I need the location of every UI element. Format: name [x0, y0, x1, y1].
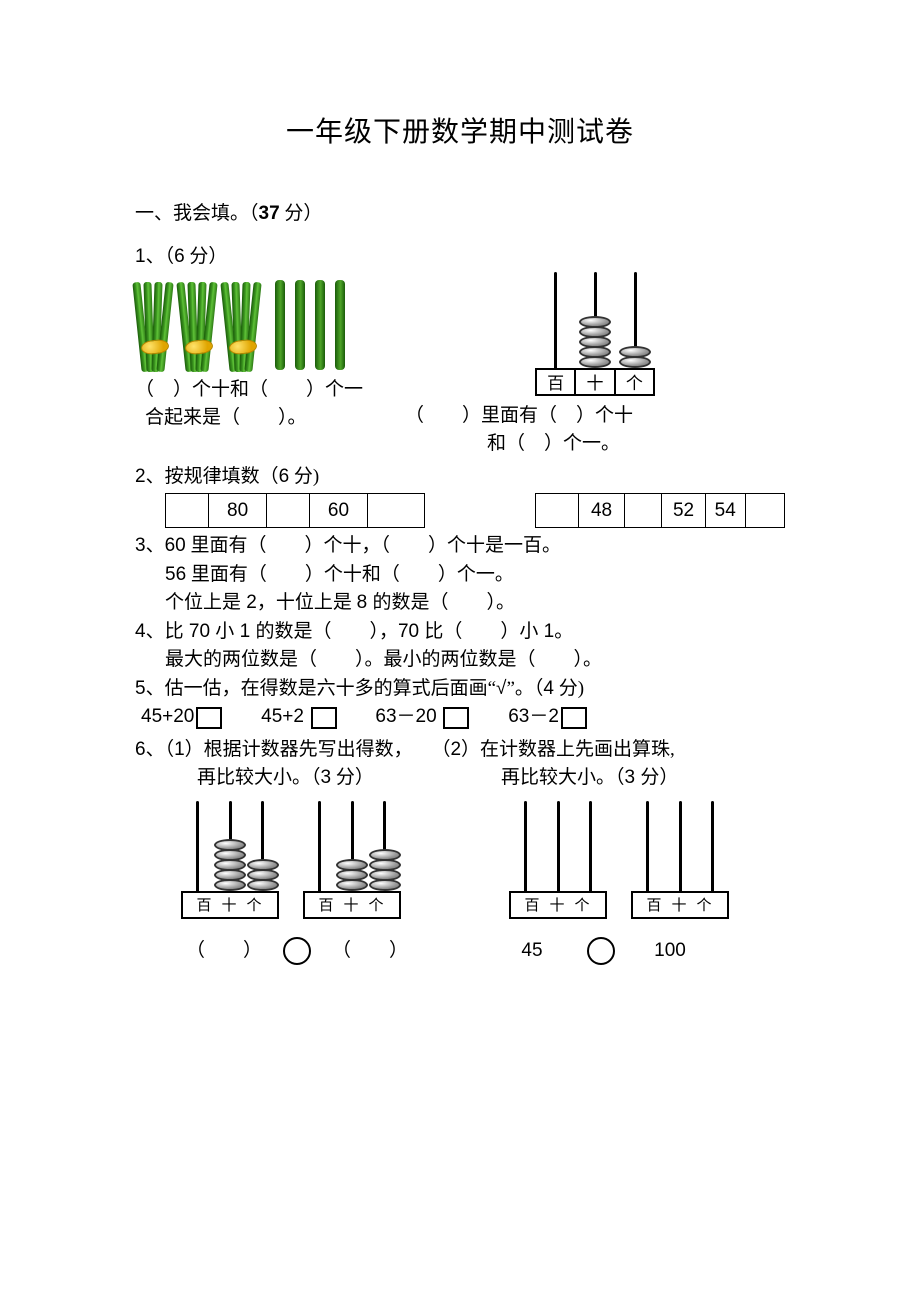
seq-cell: 80 [209, 494, 266, 528]
abacus-label: 百十个 [631, 893, 729, 919]
q1-right-line1: （ ）里面有（ ）个十 [405, 402, 745, 431]
sticks-image [135, 280, 445, 370]
answer-box[interactable] [561, 707, 587, 729]
seq-cell [166, 494, 209, 528]
q6: 6、（1）根据计数器先写出得数， （2）在计数器上先画出算珠, [135, 736, 785, 765]
bead-icon [247, 879, 279, 891]
sequence-table-b: 48 5254 [535, 493, 785, 528]
abacus-icon: 百十个 [303, 801, 401, 919]
abacus-label: 百十个 [509, 893, 607, 919]
seq-cell [367, 494, 424, 528]
seq-cell [745, 494, 784, 528]
q1-content: （ ）个十和（ ）个一 合起来是（ ）。 百 十 个 （ ）里面有（ ）个十 和… [135, 272, 785, 459]
q3: 3、60 里面有（ ）个十，（ ）个十是一百。 56 里面有（ ）个十和（ ）个… [135, 532, 785, 618]
seq-cell [535, 494, 578, 528]
abacus-icon: 百十个 [509, 801, 607, 919]
q2: 2、按规律填数（6 分) [135, 463, 785, 492]
q4: 4、比 70 小 1 的数是（ ），70 比（ ）小 1。 最大的两位数是（ ）… [135, 618, 785, 675]
stick-icon [295, 280, 305, 370]
abacus-label: 百十个 [303, 893, 401, 919]
bead-icon [369, 879, 401, 891]
bundle-icon [135, 282, 177, 370]
bead-icon [214, 879, 246, 891]
q5-items: 45+20 45+2 63－20 63－2 [135, 703, 785, 732]
bundle-icon [223, 282, 265, 370]
q1-left: （ ）个十和（ ）个一 合起来是（ ）。 [135, 272, 445, 459]
q1-right-line2: 和（ ）个一。 [445, 430, 745, 459]
stick-icon [315, 280, 325, 370]
abacus-icon: 百 十 个 [535, 272, 655, 396]
q6-subhead: 再比较大小。（3 分） 再比较大小。（3 分） [135, 764, 785, 793]
q6-abacuses: 百十个 百十个 百十个 百十个 [135, 801, 785, 919]
q6-answers: （ ） （ ） 45 100 [135, 937, 785, 966]
q1-left-line2: 合起来是（ ）。 [135, 404, 445, 433]
page: 一年级下册数学期中测试卷 一、我会填。（37 分） 1、（6 分） [0, 0, 920, 1304]
answer-box[interactable] [311, 707, 337, 729]
seq-cell: 52 [662, 494, 706, 528]
section-1-heading: 一、我会填。（37 分） [135, 198, 785, 225]
abacus-icon: 百十个 [181, 801, 279, 919]
answer-box[interactable] [196, 707, 222, 729]
seq-cell: 60 [310, 494, 367, 528]
sequence-table-a: 80 60 [165, 493, 425, 528]
bead-icon [579, 356, 611, 368]
seq-cell [266, 494, 309, 528]
q1-left-line1: （ ）个十和（ ）个一 [135, 376, 445, 405]
stick-icon [335, 280, 345, 370]
answer-box[interactable] [443, 707, 469, 729]
abacus-icon: 百十个 [631, 801, 729, 919]
q5: 5、估一估，在得数是六十多的算式后面画“√”。（4 分) [135, 675, 785, 704]
seq-cell [624, 494, 661, 528]
q1-right: 百 十 个 （ ）里面有（ ）个十 和（ ）个一。 [445, 272, 745, 459]
compare-circle[interactable] [283, 937, 311, 965]
bead-icon [619, 356, 651, 368]
stick-icon [275, 280, 285, 370]
bundle-icon [179, 282, 221, 370]
seq-cell: 48 [579, 494, 625, 528]
compare-circle[interactable] [587, 937, 615, 965]
q2-tables: 80 60 48 5254 [165, 493, 785, 528]
bead-icon [336, 879, 368, 891]
page-title: 一年级下册数学期中测试卷 [135, 110, 785, 150]
abacus-label: 百十个 [181, 893, 279, 919]
seq-cell: 54 [705, 494, 745, 528]
q1: 1、（6 分） [135, 243, 785, 272]
